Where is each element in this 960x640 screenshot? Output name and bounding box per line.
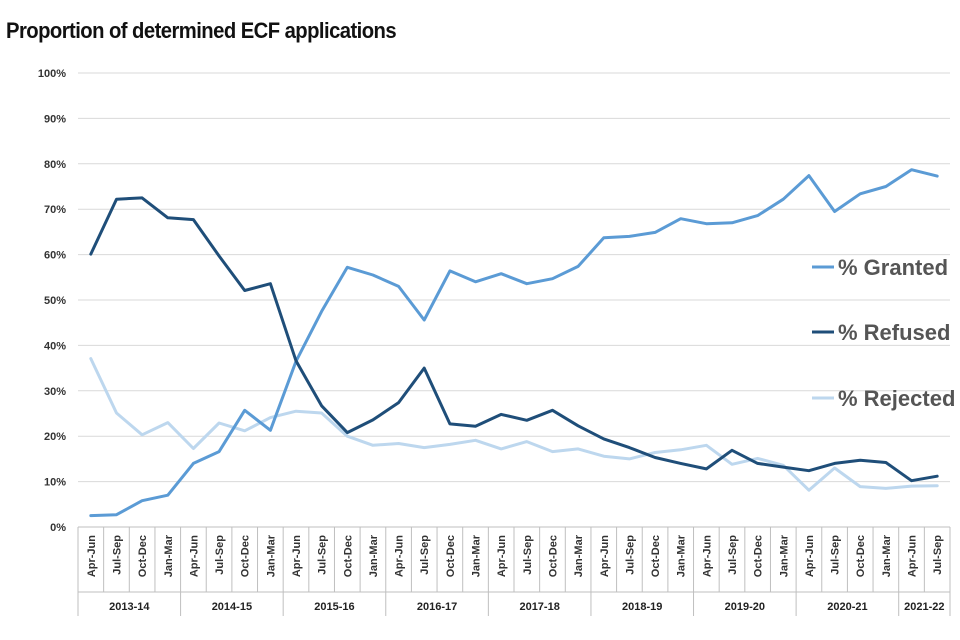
y-tick-label: 70% [44,204,66,216]
x-tick-label: Apr-Jun [188,535,200,577]
y-tick-label: 20% [44,431,66,443]
x-tick-label: Oct-Dec [137,535,149,577]
series-line-granted [89,168,939,518]
x-tick-label: Apr-Jun [291,535,303,577]
y-tick-label: 90% [44,113,66,125]
x-tick-label: Jan-Mar [265,534,277,577]
legend-label: % Refused [838,320,950,345]
x-tick-label: Oct-Dec [855,535,867,577]
y-tick-label: 50% [44,295,66,307]
x-tick-label: Jan-Mar [368,534,380,577]
x-tick-label: Oct-Dec [650,535,662,577]
x-tick-label: Apr-Jun [701,535,713,577]
x-tick-label: Apr-Jun [86,535,98,577]
x-tick-label: Jul-Sep [214,535,226,575]
year-label: 2020-21 [827,601,867,613]
x-tick-label: Oct-Dec [342,535,354,577]
x-tick-label: Jan-Mar [471,534,483,577]
x-tick-label: Jul-Sep [317,535,329,575]
x-tick-label: Jul-Sep [727,535,739,575]
x-tick-label: Oct-Dec [753,535,765,577]
year-label: 2016-17 [417,601,457,613]
year-label: 2017-18 [519,601,559,613]
x-tick-label: Jul-Sep [830,535,842,575]
y-tick-label: 80% [44,159,66,171]
year-label: 2018-19 [622,601,662,613]
year-label: 2014-15 [212,601,252,613]
year-label: 2021-22 [904,601,944,613]
x-tick-label: Oct-Dec [547,535,559,577]
x-tick-label: Jan-Mar [676,534,688,577]
y-tick-label: 60% [44,250,66,262]
x-tick-label: Jan-Mar [163,534,175,577]
x-tick-label: Apr-Jun [907,535,919,577]
x-tick-label: Apr-Jun [804,535,816,577]
x-tick-label: Apr-Jun [394,535,406,577]
x-tick-label: Apr-Jun [599,535,611,577]
x-tick-label: Jul-Sep [624,535,636,575]
chart-title: Proportion of determined ECF application… [6,18,397,43]
x-tick-label: Jan-Mar [573,534,585,577]
year-label: 2019-20 [725,601,765,613]
legend-label: % Granted [838,255,948,280]
x-tick-label: Oct-Dec [445,535,457,577]
y-tick-label: 10% [44,477,66,489]
series-line-refused [89,196,939,483]
x-tick-label: Jul-Sep [111,535,123,575]
year-label: 2013-14 [109,601,150,613]
y-tick-label: 0% [50,522,66,534]
x-tick-label: Jan-Mar [881,534,893,577]
x-tick-label: Jan-Mar [778,534,790,577]
legend-label: % Rejected [838,386,955,411]
x-tick-label: Apr-Jun [496,535,508,577]
y-tick-label: 100% [38,68,66,80]
x-tick-label: Oct-Dec [240,535,252,577]
y-tick-label: 30% [44,386,66,398]
year-label: 2015-16 [314,601,354,613]
x-tick-label: Jul-Sep [932,535,944,575]
x-tick-label: Jul-Sep [522,535,534,575]
series-line-rejected [89,357,939,492]
y-tick-label: 40% [44,340,66,352]
x-tick-label: Jul-Sep [419,535,431,575]
